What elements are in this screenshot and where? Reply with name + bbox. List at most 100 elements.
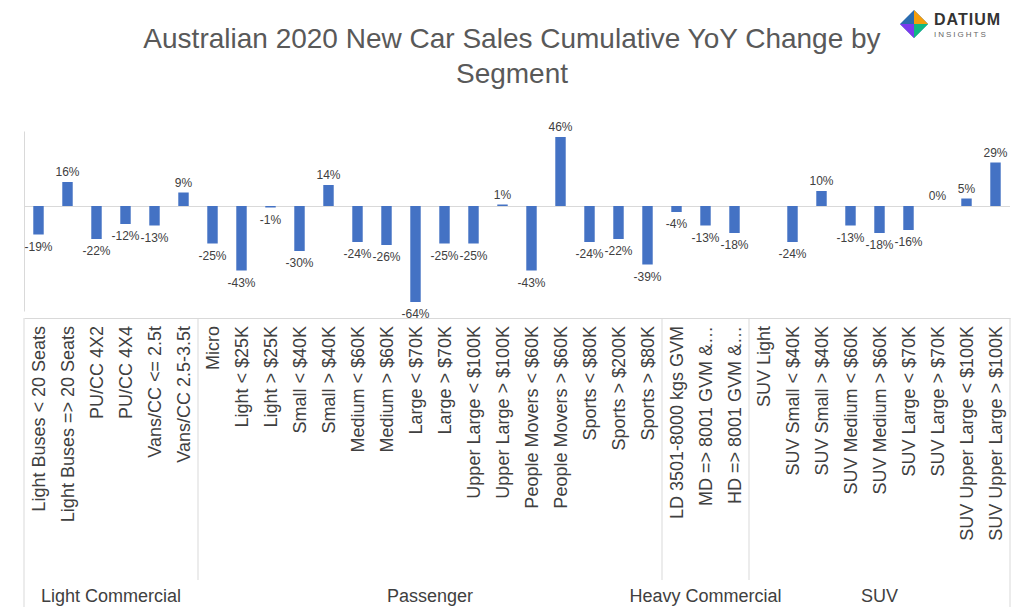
data-label: -24% [575,247,603,261]
bar [584,206,594,242]
x-tick-label: SUV Medium > $60K [870,326,890,495]
bar [468,206,478,244]
bar [120,206,130,224]
data-label: -43% [227,276,255,290]
data-labels: -19%16%-22%-12%-13%9%-25%-43%-1%-30%14%-… [24,120,1007,321]
bar [149,206,159,226]
x-tick: Upper Large < $100K [464,318,484,499]
group-separator [24,318,25,607]
bar [410,206,420,302]
x-tick: Small > $40K [319,318,339,434]
bar [323,185,333,206]
data-label: 9% [175,176,193,190]
data-label: -22% [604,244,632,258]
x-tick: SUV Upper Large > $100K [986,318,1006,541]
title-line: Australian 2020 New Car Sales Cumulative… [143,23,880,54]
bar [265,206,275,208]
data-label: -13% [691,231,719,245]
x-tick: Vans/CC <= 2.5t [145,318,165,458]
x-tick: SUV Large > $70K [928,318,948,477]
x-tick: PU/CC 4X4 [116,318,136,419]
x-tick-label: SUV Large > $70K [928,326,948,477]
x-tick-label: SUV Medium < $60K [841,326,861,495]
bar [91,206,101,239]
x-tick-label: Sports < $80K [580,326,600,441]
x-tick-label: Vans/CC <= 2.5t [145,326,165,458]
bar [990,163,1000,207]
x-tick: SUV Medium > $60K [870,318,890,495]
logo-shape [900,10,928,38]
x-tick-label: Small > $40K [319,326,339,434]
bar [207,206,217,244]
bar [961,199,971,207]
x-tick: SUV Small > $40K [812,318,832,476]
x-tick: SUV Large < $70K [899,318,919,477]
logo-shape [900,24,914,38]
group-label: Light Commercial [41,586,181,606]
x-tick: Light Buses < 20 Seats [29,318,49,512]
x-tick-label: Sports > $200K [609,326,629,451]
bar [178,193,188,207]
group-separator [198,318,199,580]
x-tick: Micro [203,318,223,370]
x-tick-label: PU/CC 4X4 [116,326,136,419]
data-label: -19% [24,240,52,254]
x-tick: Medium < $60K [348,318,368,453]
group-label: Heavy Commercial [629,586,781,606]
data-label: 0% [929,189,947,203]
bar [874,206,884,233]
bar [816,191,826,206]
group-separator [662,318,663,580]
x-tick: Small < $40K [290,318,310,434]
x-tick-label: People Movers < $60K [522,326,542,509]
logo-shape [914,10,928,24]
x-tick-label: SUV Small < $40K [783,326,803,476]
x-tick-label: HD => 8001 GVM &… [725,326,745,504]
data-label: -43% [517,276,545,290]
x-tick-label: SUV Upper Large > $100K [986,326,1006,541]
data-label: 1% [494,188,512,202]
data-label: -26% [372,250,400,264]
x-tick: Light > $25K [261,318,281,428]
x-tick: Sports < $80K [580,318,600,441]
x-axis: Light Buses < 20 SeatsLight Buses => 20 … [25,318,1011,541]
bar [294,206,304,251]
x-tick: Large < $70K [406,318,426,435]
bar [352,206,362,242]
x-tick-label: People Movers > $60K [551,326,571,509]
bar [236,206,246,271]
data-label: -39% [633,270,661,284]
bar [845,206,855,226]
x-tick-label: Light Buses < 20 Seats [29,326,49,512]
x-tick-label: SUV Light [754,326,774,407]
x-tick-label: PU/CC 4X2 [87,326,107,419]
x-tick: LD 3501-8000 kgs GVM [667,318,687,519]
data-label: -12% [111,229,139,243]
data-label: -30% [285,256,313,270]
chart: Australian 2020 New Car Sales Cumulative… [0,0,1024,615]
x-tick: Vans/CC 2.5-3.5t [174,318,194,463]
x-tick: PU/CC 4X2 [87,318,107,419]
bar [642,206,652,265]
bar [700,206,710,226]
group-separator [1010,318,1011,607]
group-label: Passenger [387,586,473,606]
x-tick-label: Micro [203,326,223,370]
x-tick-label: SUV Upper Large < $100K [957,326,977,541]
x-tick: SUV Upper Large < $100K [957,318,977,541]
bar [671,206,681,212]
x-tick: Large > $70K [435,318,455,435]
bars [33,137,1000,302]
x-axis-line [25,318,1011,319]
group-label: SUV [861,586,898,606]
x-tick: Sports > $80K [638,318,658,441]
bar [381,206,391,245]
x-tick-label: SUV Small > $40K [812,326,832,476]
data-label: 16% [55,165,79,179]
x-tick-label: Light > $25K [261,326,281,428]
data-label: -25% [459,249,487,263]
y-axis [24,132,1010,312]
data-label: -13% [140,231,168,245]
bar [33,206,43,235]
x-tick: SUV Medium < $60K [841,318,861,495]
